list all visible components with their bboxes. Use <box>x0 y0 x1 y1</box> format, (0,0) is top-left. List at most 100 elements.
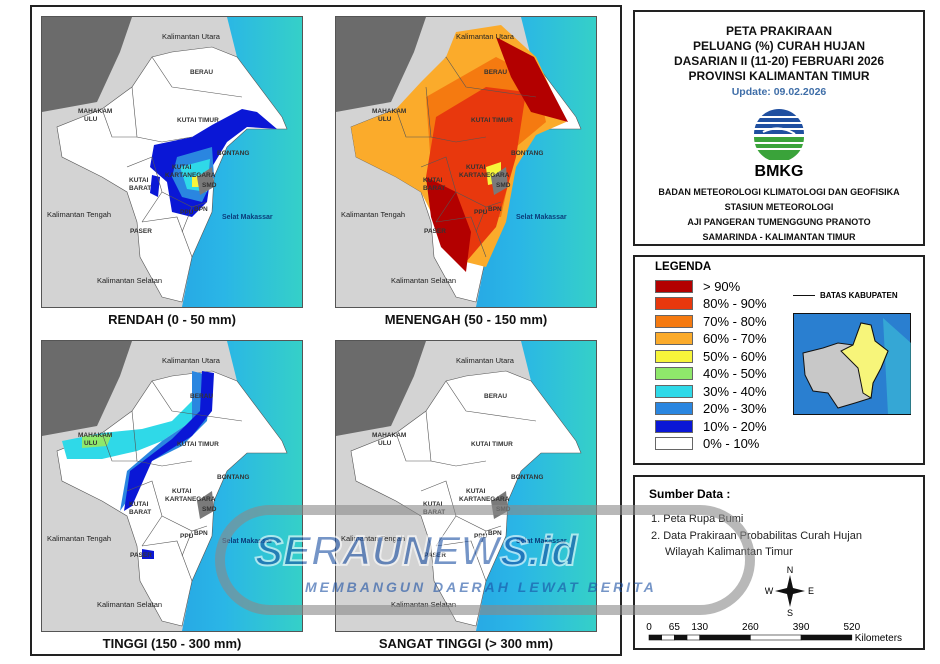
scale-segment <box>750 634 802 641</box>
map-label-kutim: KUTAI TIMUR <box>471 441 513 448</box>
legend: LEGENDA > 90% 80% - 90% 70% - 80% 60% - 70%… <box>633 255 925 465</box>
source-item: 2. Data Prakiraan Probabilitas Curah Huj… <box>651 530 862 542</box>
map-panel: Kalimantan Utara BERAU MAHAKAM ULU KUTAI TIM… <box>335 16 597 308</box>
map-label-kalteng: Kalimantan Tengah <box>47 210 111 219</box>
title-line: PROVINSI KALIMANTAN TIMUR <box>688 69 870 83</box>
update-date: Update: 09.02.2026 <box>731 86 827 98</box>
legend-item: 40% - 50% <box>655 366 767 381</box>
legend-label: 0% - 10% <box>703 436 760 451</box>
map-label-smd: SMD <box>496 182 511 189</box>
map-label-paser: PASER <box>130 228 152 235</box>
legend-swatch <box>655 367 693 380</box>
map-label-paser: PASER <box>424 552 446 559</box>
map-label-smd: SMD <box>202 182 217 189</box>
compass-e: E <box>808 586 814 596</box>
legend-item: 10% - 20% <box>655 419 767 434</box>
title-block: PETA PRAKIRAAN PELUANG (%) CURAH HUJAN D… <box>633 10 925 246</box>
scale-segment <box>686 634 701 641</box>
map-label-mahakam1: MAHAKAM <box>372 432 406 439</box>
district-boundaries <box>395 56 537 258</box>
title-line: PELUANG (%) CURAH HUJAN <box>692 39 865 53</box>
legend-label: 30% - 40% <box>703 383 767 399</box>
legend-swatch <box>655 279 693 293</box>
foreign-land <box>42 341 132 436</box>
samarinda-area <box>491 167 508 195</box>
legend-swatch <box>655 297 693 310</box>
map-label-berau: BERAU <box>484 69 507 76</box>
legend-swatch <box>655 349 693 363</box>
map-label-kaltara: Kalimantan Utara <box>162 32 221 41</box>
map-label-mahakam2: ULU <box>84 116 98 123</box>
org-line: STASIUN METEOROLOGI <box>724 202 834 212</box>
probability-area <box>426 37 568 272</box>
map-label-kalteng: Kalimantan Tengah <box>341 534 405 543</box>
legend-item: 50% - 60% <box>655 349 767 364</box>
legend-label: 70% - 80% <box>703 313 767 329</box>
scale-segment <box>674 634 688 641</box>
legend-item: 30% - 40% <box>655 383 767 399</box>
map-label-selat: Selat Makassar <box>222 538 273 545</box>
map-label-ppu: PPU <box>180 209 194 216</box>
legend-label: 80% - 90% <box>703 296 767 311</box>
inset-map <box>793 313 911 415</box>
map-label-berau: BERAU <box>484 393 507 400</box>
legend-swatch <box>655 402 693 415</box>
panel-title: SANGAT TINGGI (> 300 mm) <box>378 636 554 651</box>
map-label-berau: BERAU <box>190 69 213 76</box>
panel-title: TINGGI (150 - 300 mm) <box>102 636 242 651</box>
map-label-ppu: PPU <box>180 533 194 540</box>
map-label-smd: SMD <box>496 506 511 513</box>
map-label-kukar2: KARTANEGARA <box>459 496 510 503</box>
foreign-land <box>336 17 426 112</box>
bmkg-logo-icon <box>752 109 806 162</box>
scale-segment <box>699 634 751 641</box>
map-panel: Kalimantan Utara BERAU MAHAKAM ULU KUTAI TIM… <box>41 340 303 632</box>
scale-tick: 65 <box>669 622 681 633</box>
map-label-bontang: BONTANG <box>511 474 543 481</box>
legend-item: 70% - 80% <box>655 313 767 329</box>
scale-segment <box>800 634 853 641</box>
map-label-kubar1: KUTAI <box>129 177 149 184</box>
map-label-bpn: BPN <box>194 530 208 537</box>
map-label-bpn: BPN <box>194 206 208 213</box>
map-label-kubar1: KUTAI <box>423 501 443 508</box>
compass-n: N <box>787 565 794 575</box>
legend-swatch <box>655 419 693 433</box>
map-label-mahakam2: ULU <box>378 440 392 447</box>
samarinda-area <box>197 167 214 195</box>
boundary-line-icon <box>793 295 815 296</box>
legend-swatch <box>655 332 693 345</box>
map-label-kalsel: Kalimantan Selatan <box>97 600 162 609</box>
map-label-mahakam2: ULU <box>378 116 392 123</box>
scale-tick: 520 <box>843 622 860 633</box>
boundary-legend: BATAS KABUPATEN <box>793 291 898 300</box>
data-sources: Sumber Data : 1. Peta Rupa Bumi 2. Data … <box>633 475 925 650</box>
map-label-mahakam1: MAHAKAM <box>372 108 406 115</box>
map-label-kubar1: KUTAI <box>423 177 443 184</box>
foreign-land <box>42 17 132 112</box>
map-label-bpn: BPN <box>488 530 502 537</box>
map-label-berau: BERAU <box>190 393 213 400</box>
map-label-kaltara: Kalimantan Utara <box>162 356 221 365</box>
map-label-kukar2: KARTANEGARA <box>459 172 510 179</box>
org-line: BADAN METEOROLOGI KLIMATOLOGI DAN GEOFIS… <box>658 187 900 197</box>
map-label-kukar2: KARTANEGARA <box>165 496 216 503</box>
map-label-bontang: BONTANG <box>511 150 543 157</box>
legend-item: 60% - 70% <box>655 331 767 346</box>
map-label-kaltara: Kalimantan Utara <box>456 356 515 365</box>
scale-unit: Kilometers <box>855 633 902 644</box>
source-item: 1. Peta Rupa Bumi <box>651 513 744 525</box>
map-label-ppu: PPU <box>474 533 488 540</box>
map-panel: Kalimantan Utara BERAU MAHAKAM ULU KUTAI TIM… <box>41 16 303 308</box>
maps-frame <box>30 5 622 656</box>
map-label-kalteng: Kalimantan Tengah <box>47 534 111 543</box>
legend-item: > 90% <box>655 279 740 294</box>
legend-swatch <box>655 437 693 450</box>
legend-title: LEGENDA <box>655 261 712 273</box>
map-label-kubar1: KUTAI <box>129 501 149 508</box>
map-label-kukar1: KUTAI <box>466 164 486 171</box>
